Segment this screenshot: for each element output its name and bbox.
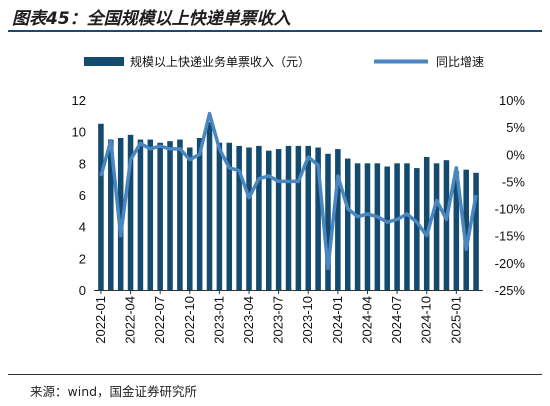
left-axis-label: 8 [79, 156, 86, 171]
bar-2025-02 [463, 169, 469, 290]
bar-2022-11 [196, 138, 203, 290]
bar-2023-07 [275, 149, 282, 290]
x-tick-label: 2022-01 [93, 296, 108, 344]
bar-2024-10 [423, 157, 430, 290]
bar-2023-02 [226, 142, 233, 290]
x-tick-label: 2024-01 [330, 296, 345, 344]
x-tick-label: 2022-10 [182, 296, 197, 344]
footer-rule [8, 374, 542, 375]
source-note: 来源：wind，国金证券研究所 [30, 384, 198, 399]
bar-2024-08 [404, 163, 410, 290]
bar-2022-07 [157, 142, 163, 290]
bar-2023-01 [216, 142, 223, 290]
right-axis-label: 10% [499, 93, 525, 108]
bar-2024-09 [414, 168, 420, 290]
legend-bar-swatch [84, 57, 124, 66]
right-axis-label: -25% [495, 283, 526, 298]
bar-2024-02 [344, 158, 351, 290]
growth-line [99, 111, 478, 271]
bar-2023-09 [295, 145, 302, 290]
bar-2023-11 [315, 147, 321, 290]
bar-2022-06 [147, 139, 154, 290]
left-axis-label: 6 [79, 188, 86, 203]
bar-2023-10 [305, 145, 312, 290]
x-axis-labels: 2022-01 2022-04 2022-07 2022-10 2023-01 2023-… [93, 296, 463, 344]
bar-2024-06 [384, 166, 390, 290]
bar-2024-12 [443, 160, 450, 290]
bar-2022-12 [206, 122, 213, 290]
x-axis-ticks [100, 290, 457, 294]
x-tick-label: 2023-10 [300, 296, 315, 344]
x-tick-label: 2023-01 [211, 296, 226, 344]
legend: 规模以上快递业务单票收入（元） 同比增速 [84, 54, 484, 69]
bar-2024-04 [364, 163, 371, 290]
bar-2022-03 [117, 138, 124, 290]
chart-canvas: 规模以上快递业务单票收入（元） 同比增速 2022-01 2022-04 2022-… [72, 54, 526, 344]
x-tick-label: 2025-01 [448, 296, 463, 344]
bar-2024-01 [335, 149, 341, 290]
x-tick-label: 2022-07 [152, 296, 167, 344]
bar-2025-01 [453, 171, 460, 290]
bar-2024-05 [374, 163, 381, 290]
bar-2022-08 [167, 141, 173, 290]
bar-2023-08 [285, 145, 292, 290]
right-axis-label: 0% [506, 147, 525, 162]
bar-2022-02 [108, 139, 114, 290]
bar-2023-12 [325, 153, 331, 290]
right-axis-label: -15% [495, 229, 526, 244]
figure-title: 图表45：全国规模以上快递单票收入 [12, 9, 291, 29]
bar-2022-09 [177, 139, 183, 290]
bar-2022-04 [127, 134, 134, 290]
x-tick-label: 2024-10 [419, 296, 434, 344]
right-axis-label: -20% [495, 256, 526, 271]
bar-2023-03 [236, 145, 242, 290]
right-axis-labels: -25% -20% -15% -10% -5% 0% 5% 10% [495, 93, 526, 298]
x-tick-label: 2023-07 [271, 296, 286, 344]
bar-2025-03 [473, 172, 479, 290]
left-axis-labels: 0 2 4 6 8 10 12 [72, 93, 86, 298]
right-axis-label: -10% [495, 202, 526, 217]
legend-bar-label: 规模以上快递业务单票收入（元） [130, 54, 310, 69]
bar-2023-06 [265, 150, 272, 290]
legend-line-label: 同比增速 [436, 55, 484, 69]
bar-2024-11 [433, 163, 440, 290]
x-tick-label: 2024-04 [359, 296, 374, 344]
bar-2022-05 [137, 139, 144, 290]
left-axis-label: 0 [79, 283, 86, 298]
x-tick-label: 2023-04 [241, 296, 256, 344]
bar-2022-01 [98, 123, 104, 290]
x-tick-label: 2022-04 [123, 296, 138, 344]
left-axis-label: 10 [72, 125, 86, 140]
left-axis-label: 2 [79, 251, 86, 266]
title-rule [8, 30, 542, 32]
right-axis-label: -5% [502, 174, 526, 189]
left-axis-label: 12 [72, 93, 86, 108]
left-axis-label: 4 [79, 220, 86, 235]
bar-2023-05 [256, 145, 262, 290]
right-axis-label: 5% [506, 120, 525, 135]
bar-2024-03 [354, 163, 361, 290]
x-tick-label: 2024-07 [389, 296, 404, 344]
bar-2024-07 [394, 163, 400, 290]
bar-series [98, 122, 479, 290]
bar-2023-04 [246, 147, 252, 290]
bar-2022-10 [187, 147, 193, 290]
